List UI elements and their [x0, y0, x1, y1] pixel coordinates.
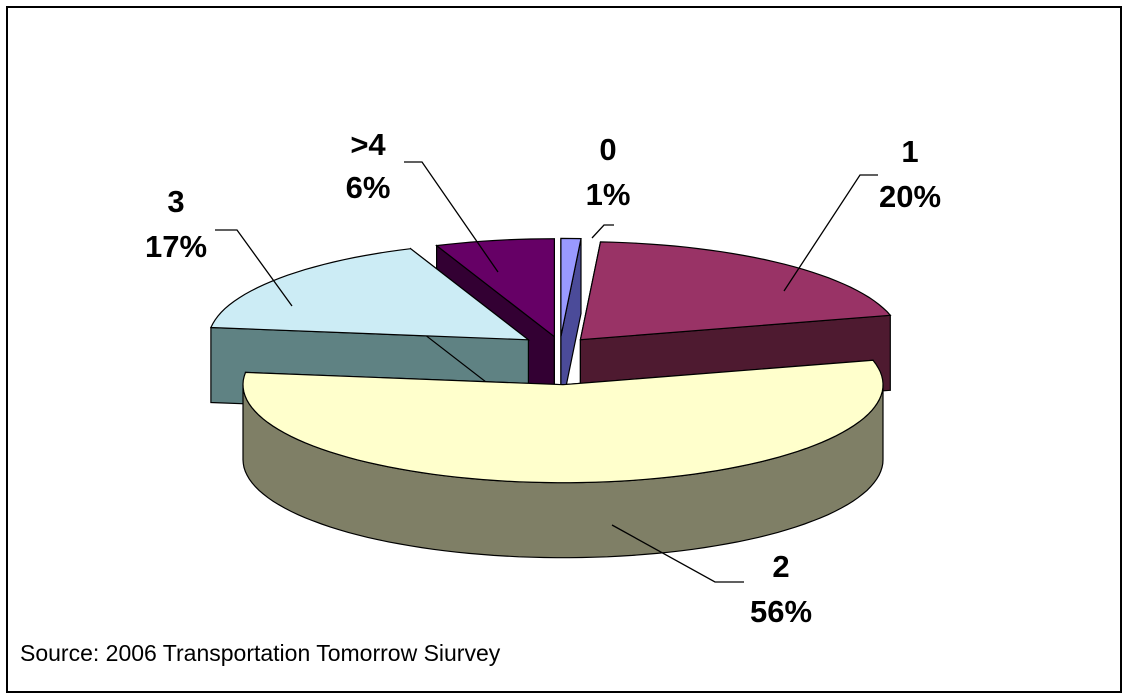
slice-label-category-4: >4 [350, 127, 386, 162]
leader-lines [215, 161, 878, 583]
leader-line-4 [404, 161, 499, 273]
source-caption: Source: 2006 Transportation Tomorrow Siu… [20, 640, 501, 666]
slice-top-0 [560, 237, 582, 337]
slice-label-percent-0: 1% [586, 177, 631, 212]
slice-label-category-1: 1 [901, 134, 918, 169]
slice-label-category-0: 0 [599, 132, 616, 167]
slice-top-3 [209, 248, 531, 341]
slice-label-percent-3: 17% [145, 229, 207, 264]
leader-line-1 [783, 174, 878, 292]
slice-top-1 [579, 241, 892, 341]
slice-label-percent-2: 56% [750, 594, 812, 629]
pie-slices [209, 237, 892, 559]
leader-line-2 [611, 524, 744, 583]
slice-top-4 [435, 238, 555, 338]
slice-top-2 [242, 359, 884, 484]
slice-label-percent-4: 6% [346, 170, 391, 205]
slice-label-category-3: 3 [167, 184, 184, 219]
leader-line-3 [215, 229, 293, 307]
slice-label-category-2: 2 [772, 549, 789, 584]
leader-line-0 [591, 224, 614, 239]
slice-label-percent-1: 20% [879, 179, 941, 214]
